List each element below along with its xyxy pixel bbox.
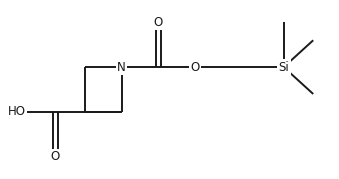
Text: O: O (51, 150, 60, 163)
Text: HO: HO (8, 105, 26, 118)
Text: N: N (117, 61, 126, 74)
Text: O: O (154, 16, 163, 29)
Text: O: O (191, 61, 200, 74)
Text: Si: Si (278, 61, 289, 74)
